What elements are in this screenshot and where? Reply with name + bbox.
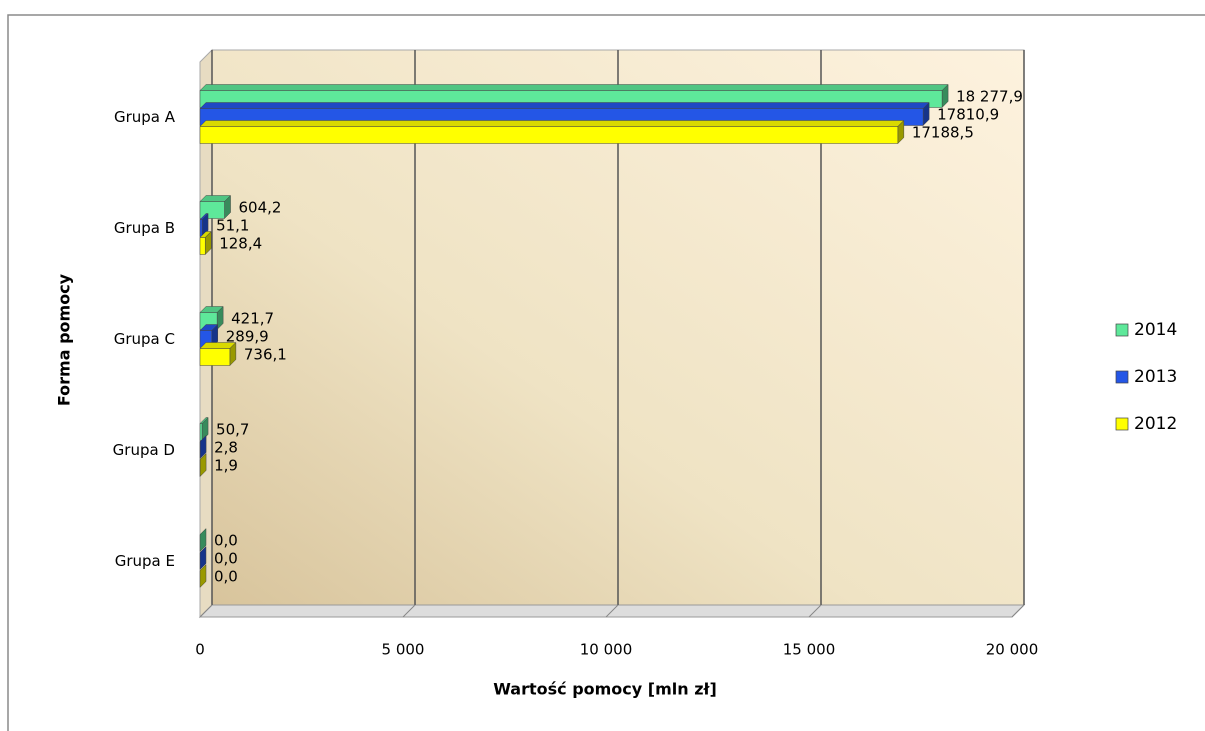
legend-swatch (1115, 417, 1129, 431)
y-axis-title: Forma pomocy (55, 273, 74, 406)
data-label: 51,1 (216, 217, 249, 235)
data-label: 1,9 (214, 457, 238, 475)
chart-frame (7, 14, 1205, 731)
bar (199, 348, 231, 366)
x-tick-label: 10 000 (580, 641, 633, 659)
y-tick-label: Grupa B (114, 219, 175, 237)
floor-grid-line (199, 604, 213, 618)
data-label: 50,7 (216, 421, 249, 439)
x-axis-title: Wartość pomocy [mln zł] (493, 680, 717, 699)
data-label: 604,2 (239, 199, 282, 217)
data-label: 0,0 (214, 532, 238, 550)
legend-label: 2014 (1134, 320, 1177, 340)
x-tick-label: 0 (195, 641, 205, 659)
x-tick-label: 15 000 (783, 641, 836, 659)
y-tick-label: Grupa E (115, 552, 175, 570)
legend-label: 2013 (1134, 367, 1177, 387)
floor-grid-line (808, 604, 822, 618)
data-label: 2,8 (214, 439, 238, 457)
bar-side (199, 563, 207, 589)
y-tick-label: Grupa C (114, 330, 175, 348)
bar-side (199, 545, 207, 571)
bar (199, 423, 203, 441)
bar-top (199, 84, 949, 91)
y-tick-label: Grupa A (114, 108, 176, 126)
y-tick-label: Grupa D (113, 441, 175, 459)
data-label: 421,7 (231, 310, 274, 328)
legend-label: 2012 (1134, 414, 1177, 434)
data-label: 0,0 (214, 550, 238, 568)
data-label: 0,0 (214, 568, 238, 586)
data-label: 289,9 (226, 328, 269, 346)
bar-top (199, 102, 930, 109)
x-tick-label: 20 000 (986, 641, 1039, 659)
legend-swatch (1115, 370, 1129, 384)
bar (199, 126, 899, 144)
data-label: 736,1 (244, 346, 287, 364)
legend-swatch (1115, 323, 1129, 337)
data-label: 17810,9 (937, 106, 999, 124)
bar-top (199, 120, 905, 127)
floor-grid-line (402, 604, 416, 618)
bar (199, 219, 203, 237)
data-label: 18 277,9 (956, 88, 1023, 106)
floor-grid-line (1011, 604, 1025, 618)
floor-grid-line (605, 604, 619, 618)
x-tick-label: 5 000 (382, 641, 425, 659)
bar (199, 237, 206, 255)
data-label: 128,4 (219, 235, 262, 253)
bar-side (199, 527, 207, 553)
data-label: 17188,5 (912, 124, 974, 142)
